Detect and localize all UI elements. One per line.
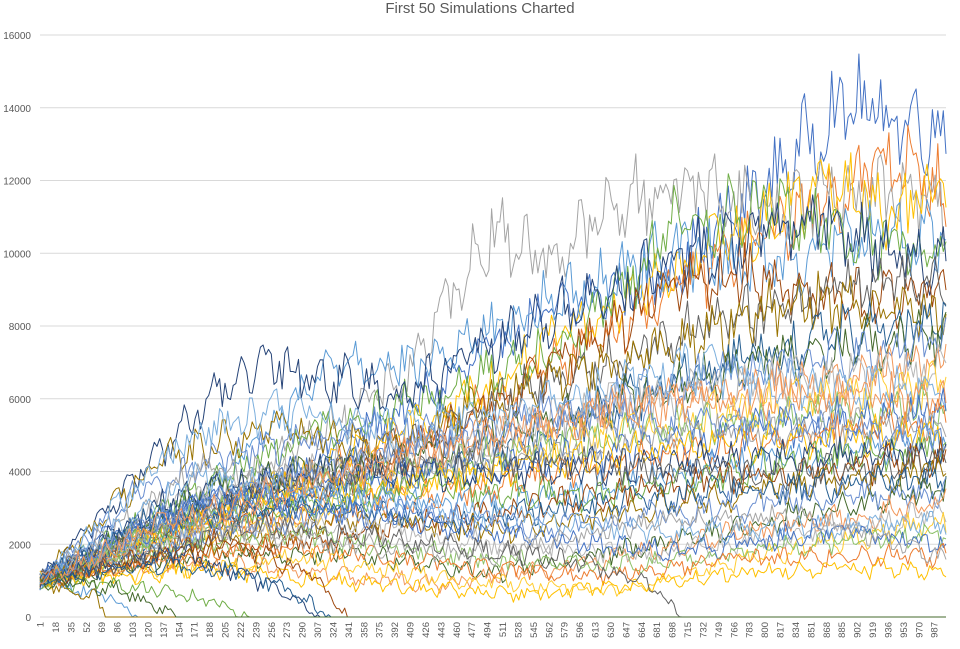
x-tick-label: 851 — [806, 622, 817, 638]
x-tick-label: 834 — [791, 622, 802, 638]
x-tick-label: 256 — [267, 622, 278, 638]
x-tick-label: 443 — [436, 622, 447, 638]
x-tick-label: 919 — [868, 622, 879, 638]
x-tick-label: 324 — [328, 622, 339, 638]
series-line — [39, 457, 947, 588]
series-line — [39, 270, 947, 586]
y-tick-label: 6000 — [9, 395, 32, 406]
x-tick-label: 103 — [128, 622, 139, 638]
x-tick-label: 426 — [421, 622, 432, 638]
x-tick-label: 766 — [729, 622, 740, 638]
x-tick-label: 188 — [205, 622, 216, 638]
series-line — [39, 504, 947, 584]
x-tick-label: 749 — [714, 622, 725, 638]
series-line — [39, 382, 947, 587]
series-line — [39, 552, 946, 618]
x-tick-label: 239 — [251, 622, 262, 638]
series-line — [39, 371, 947, 584]
x-tick-label: 18 — [51, 622, 62, 633]
x-tick-label: 596 — [575, 622, 586, 638]
x-tick-label: 409 — [406, 622, 417, 638]
y-tick-label: 2000 — [9, 540, 32, 551]
series-line — [39, 557, 947, 603]
x-tick-label: 69 — [97, 622, 108, 633]
y-tick-label: 14000 — [3, 104, 31, 115]
x-tick-label: 902 — [853, 622, 864, 638]
series-line — [39, 573, 946, 618]
y-tick-label: 12000 — [3, 177, 31, 188]
x-tick-label: 579 — [560, 622, 571, 638]
series-lines — [39, 53, 947, 618]
x-tick-label: 290 — [298, 622, 309, 638]
x-tick-label: 698 — [668, 622, 679, 638]
x-tick-label: 562 — [544, 622, 555, 638]
series-line — [39, 533, 947, 588]
x-tick-label: 358 — [359, 622, 370, 638]
x-tick-label: 783 — [745, 622, 756, 638]
x-tick-label: 885 — [837, 622, 848, 638]
series-line — [39, 390, 947, 585]
axes: 0 2000 4000 6000 8000 10000 12000 14000 16000 1 18… — [3, 31, 941, 638]
x-tick-label: 817 — [776, 622, 787, 638]
x-tick-label: 664 — [637, 622, 648, 638]
x-tick-label: 987 — [930, 622, 941, 638]
y-tick-label: 16000 — [3, 31, 31, 42]
x-tick-label: 52 — [82, 622, 93, 633]
x-tick-label: 86 — [113, 622, 124, 633]
x-tick-label: 171 — [190, 622, 201, 638]
chart-title: First 50 Simulations Charted — [385, 0, 575, 17]
series-line — [39, 484, 947, 591]
series-line — [39, 342, 947, 586]
series-line — [39, 173, 947, 586]
x-tick-label: 307 — [313, 622, 324, 638]
x-tick-label: 273 — [282, 622, 293, 638]
x-tick-label: 375 — [375, 622, 386, 638]
x-tick-label: 800 — [760, 622, 771, 638]
x-tick-label: 460 — [452, 622, 463, 638]
x-tick-label: 477 — [467, 622, 478, 638]
y-tick-label: 10000 — [3, 249, 31, 260]
x-tick-label: 392 — [390, 622, 401, 638]
x-tick-label: 120 — [143, 622, 154, 638]
series-line — [39, 194, 947, 576]
x-tick-label: 1 — [36, 622, 47, 627]
x-tick-label: 715 — [683, 622, 694, 638]
x-tick-label: 613 — [591, 622, 602, 638]
x-tick-label: 868 — [822, 622, 833, 638]
x-tick-label: 970 — [914, 622, 925, 638]
x-tick-label: 936 — [883, 622, 894, 638]
x-tick-label: 681 — [652, 622, 663, 638]
x-tick-label: 528 — [513, 622, 524, 638]
y-tick-label: 8000 — [9, 322, 32, 333]
x-tick-label: 630 — [606, 622, 617, 638]
x-tick-label: 341 — [344, 622, 355, 638]
series-line — [39, 435, 947, 584]
x-tick-label: 511 — [498, 622, 509, 637]
series-line — [39, 413, 947, 583]
x-tick-label: 205 — [221, 622, 232, 638]
x-tick-label: 732 — [698, 622, 709, 638]
y-tick-label: 4000 — [9, 468, 32, 479]
x-tick-label: 647 — [621, 622, 632, 638]
x-tick-label: 545 — [529, 622, 540, 638]
x-tick-label: 137 — [159, 622, 170, 638]
x-tick-label: 154 — [174, 622, 185, 638]
y-tick-label: 0 — [25, 613, 31, 624]
x-tick-label: 494 — [483, 622, 494, 638]
series-line — [39, 476, 947, 588]
x-tick-label: 953 — [899, 622, 910, 638]
x-tick-label: 35 — [66, 622, 77, 633]
x-tick-label: 222 — [236, 622, 247, 638]
